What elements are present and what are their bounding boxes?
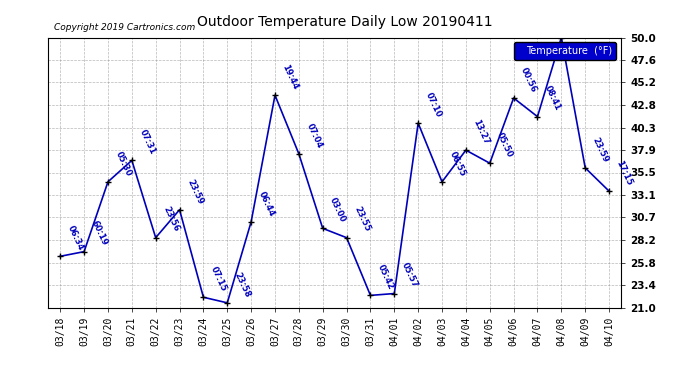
Text: 06:55: 06:55 [448, 150, 467, 178]
Text: 23:56: 23:56 [161, 206, 181, 234]
Text: 06:44: 06:44 [257, 190, 276, 217]
Text: 03:00: 03:00 [328, 196, 348, 224]
Text: 08:41: 08:41 [543, 84, 562, 112]
Text: 07:04: 07:04 [304, 122, 324, 150]
Text: Outdoor Temperature Daily Low 20190411: Outdoor Temperature Daily Low 20190411 [197, 15, 493, 29]
Text: 05:57: 05:57 [400, 261, 420, 290]
Text: 23:58: 23:58 [233, 271, 253, 298]
Text: Copyright 2019 Cartronics.com: Copyright 2019 Cartronics.com [54, 23, 195, 32]
Text: 05:50: 05:50 [495, 131, 515, 159]
Text: 17:15: 17:15 [615, 159, 634, 187]
Text: 19:44: 19:44 [281, 63, 300, 91]
Legend: Temperature  (°F): Temperature (°F) [515, 42, 616, 60]
Text: 23:59: 23:59 [591, 136, 610, 164]
Text: 07:31: 07:31 [137, 128, 157, 156]
Text: 05:42: 05:42 [376, 263, 395, 291]
Text: 13:27: 13:27 [471, 118, 491, 146]
Text: 05:30: 05:30 [114, 150, 133, 178]
Text: 06:34: 06:34 [66, 224, 85, 252]
Text: 07:15: 07:15 [209, 265, 228, 293]
Text: 23:59: 23:59 [185, 178, 204, 206]
Text: 07:10: 07:10 [424, 91, 443, 119]
Text: 60:19: 60:19 [90, 219, 109, 248]
Text: 00:56: 00:56 [519, 66, 539, 94]
Text: 23:55: 23:55 [352, 206, 372, 234]
